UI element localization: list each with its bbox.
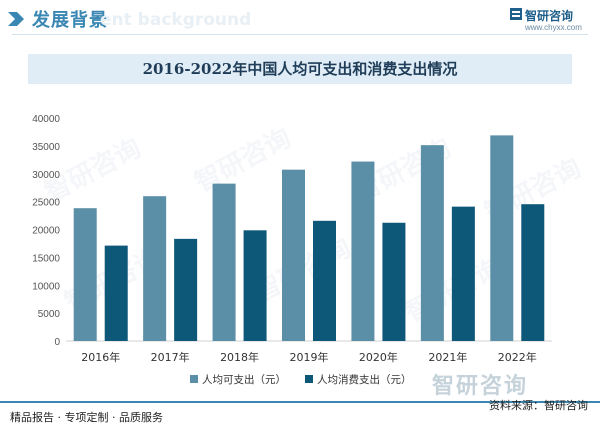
bar-consumption [451,206,475,341]
y-tick-label: 10000 [32,281,60,292]
y-tick-label: 40000 [32,114,60,125]
logo-url: www.chyxx.com [525,23,582,32]
footer-tagline: 精品报告 · 专项定制 · 品质服务 [10,411,163,424]
x-tick-label: 2019年 [290,350,329,364]
bar-disposable [212,183,236,341]
y-tick-label: 5000 [38,309,61,320]
bar-disposable [351,161,375,341]
footer: 精品报告 · 专项定制 · 品质服务 资料来源：智研咨询 [0,399,600,427]
bar-disposable [490,135,514,341]
footer-rule [0,401,600,403]
data-source: 资料来源：智研咨询 [489,399,588,412]
chart-title-band: 2016-2022年中国人均可支出和消费支出情况 [28,54,572,84]
logo-mark-icon [510,8,522,20]
header: 发展背景 ent background [0,0,600,40]
y-tick-label: 30000 [32,170,60,181]
bar-consumption [382,222,406,341]
legend-swatch [305,375,313,383]
bar-consumption [313,220,336,341]
legend-label: 人均可支出（元） [202,373,286,386]
bar-consumption [104,245,128,341]
x-tick-label: 2020年 [359,350,398,364]
x-tick-label: 2018年 [220,350,259,364]
bar-disposable [420,145,444,341]
bar-disposable [143,196,167,341]
y-tick-label: 0 [54,337,60,348]
x-tick-label: 2016年 [81,350,120,364]
chart-title: 2016-2022年中国人均可支出和消费支出情况 [142,60,458,78]
header-chevron-icon [8,12,24,26]
x-tick-label: 2017年 [151,350,190,364]
bar-consumption [174,238,198,341]
bar-disposable [282,169,305,341]
brand-logo: 智研咨询 www.chyxx.com [508,6,598,36]
x-tick-label: 2021年 [428,350,467,364]
x-tick-label: 2022年 [498,350,537,364]
bar-consumption [243,230,267,341]
legend-label: 人均消费支出（元） [317,373,412,386]
section-subtitle-ghost: ent background [100,10,252,30]
bar-chart: 0 5000 10000 15000 20000 25000 30000 35000 40000… [32,114,552,386]
y-tick-label: 35000 [32,142,60,153]
brand-watermark-text: 智研咨询 [432,374,529,399]
bar-disposable [73,208,97,341]
y-tick-label: 15000 [32,253,60,264]
logo-name: 智研咨询 [525,9,574,23]
bar-consumption [521,204,545,341]
y-tick-label: 20000 [32,226,60,237]
section-title: 发展背景 [32,10,108,31]
header-divider [12,34,588,35]
y-tick-label: 25000 [32,198,60,209]
legend-swatch [190,375,198,383]
